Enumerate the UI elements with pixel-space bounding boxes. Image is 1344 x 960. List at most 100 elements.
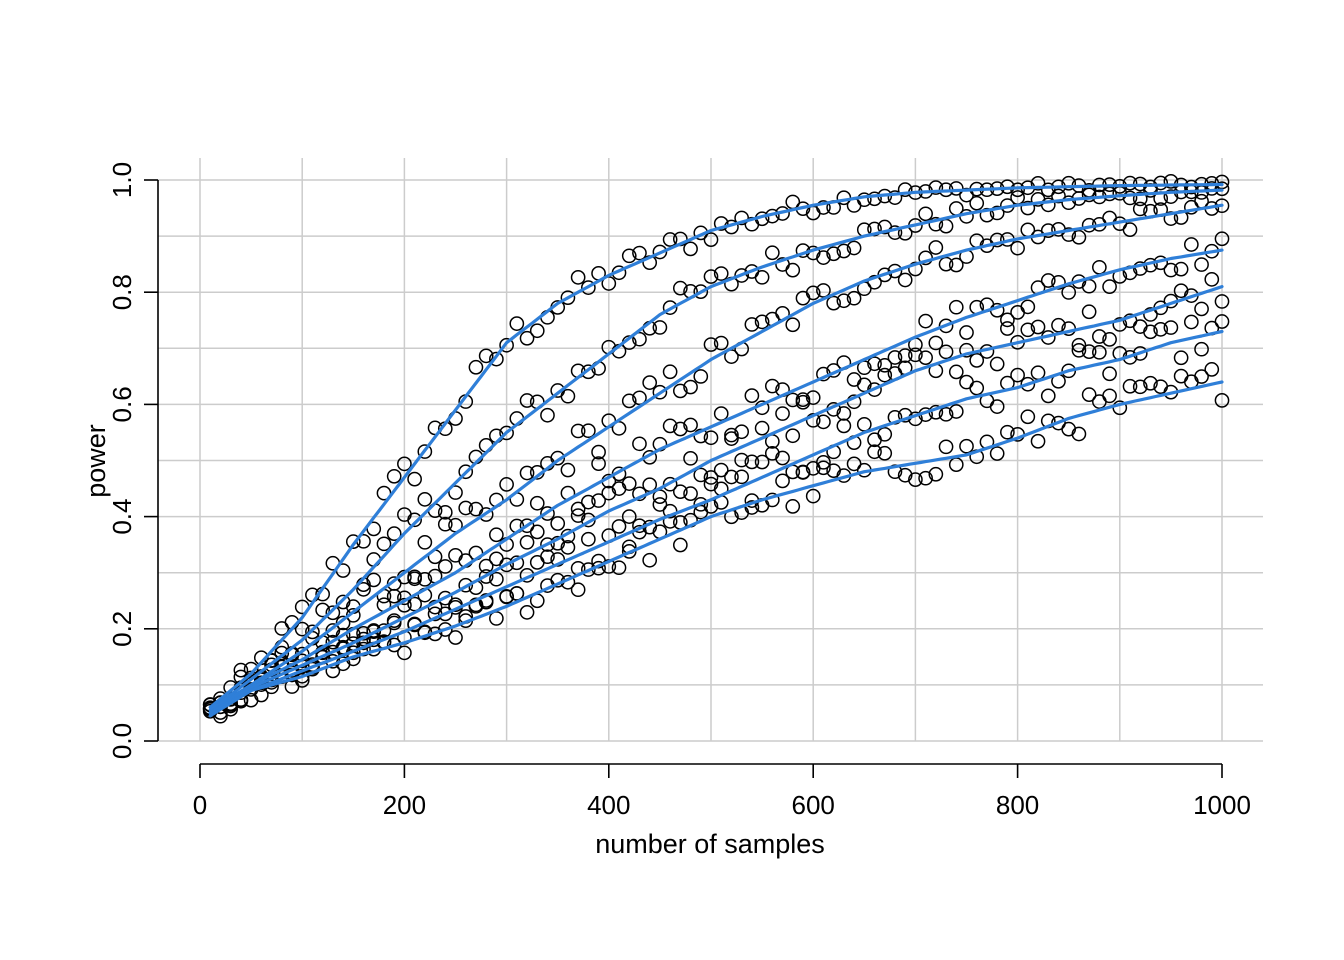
data-point xyxy=(560,539,576,555)
data-point xyxy=(1194,301,1209,317)
data-point xyxy=(969,353,985,368)
data-point xyxy=(662,476,678,492)
data-point xyxy=(918,313,933,329)
data-point xyxy=(1092,259,1107,275)
data-point xyxy=(959,325,974,340)
data-point xyxy=(764,378,780,394)
data-point xyxy=(1020,322,1036,338)
data-point xyxy=(1173,261,1189,277)
data-point xyxy=(540,506,555,521)
data-point xyxy=(591,444,606,460)
data-point xyxy=(979,207,995,223)
data-point xyxy=(407,512,422,528)
x-tick-label: 400 xyxy=(587,790,630,820)
data-point xyxy=(386,526,402,541)
fit-line-2 xyxy=(208,188,1224,712)
data-point xyxy=(1214,294,1230,309)
data-point xyxy=(887,225,903,240)
data-point xyxy=(478,593,494,608)
data-point xyxy=(1081,387,1097,402)
data-point xyxy=(1143,307,1158,322)
data-point xyxy=(1163,174,1179,189)
data-point xyxy=(529,323,545,339)
data-point xyxy=(683,486,698,501)
data-point xyxy=(989,205,1005,221)
data-point xyxy=(570,501,586,517)
data-point xyxy=(550,516,566,531)
data-point xyxy=(1071,342,1087,358)
data-point xyxy=(1204,362,1220,377)
data-point xyxy=(458,500,474,516)
data-point xyxy=(662,300,678,315)
data-point xyxy=(509,316,525,331)
data-point xyxy=(1132,201,1148,217)
data-point xyxy=(1132,191,1148,207)
data-point xyxy=(836,243,852,259)
data-point xyxy=(386,615,402,631)
data-point xyxy=(1020,200,1036,216)
data-point xyxy=(417,624,433,640)
data-point xyxy=(468,359,484,375)
data-point xyxy=(734,469,750,485)
data-point xyxy=(652,320,668,335)
data-point xyxy=(478,558,494,574)
data-point xyxy=(356,582,371,597)
x-tick-label: 0 xyxy=(193,790,207,820)
data-point xyxy=(877,445,893,461)
data-point xyxy=(621,248,637,264)
data-point xyxy=(519,534,535,550)
data-point xyxy=(703,269,719,284)
data-point xyxy=(1163,320,1179,335)
data-point xyxy=(529,495,545,511)
data-point xyxy=(540,407,555,423)
data-point xyxy=(775,450,790,466)
data-point xyxy=(693,284,709,299)
data-point xyxy=(1081,304,1097,320)
data-point xyxy=(816,283,831,298)
data-point xyxy=(693,428,709,444)
data-point xyxy=(877,426,893,442)
data-point xyxy=(826,246,841,262)
data-point xyxy=(509,586,525,601)
data-point xyxy=(478,507,494,522)
fit-line-4 xyxy=(208,248,1224,715)
data-point xyxy=(928,335,944,351)
fit-line-6 xyxy=(208,329,1224,715)
data-point xyxy=(918,206,933,222)
data-point xyxy=(1122,378,1138,394)
data-point xyxy=(662,503,678,519)
data-point xyxy=(713,335,729,351)
data-point xyxy=(499,557,514,573)
data-point xyxy=(713,462,729,478)
data-point xyxy=(437,504,453,520)
data-point xyxy=(877,357,893,373)
data-point xyxy=(836,406,852,421)
data-point xyxy=(928,466,944,482)
y-axis-title: power xyxy=(81,424,111,498)
data-point xyxy=(294,621,310,637)
data-point xyxy=(744,454,760,470)
data-point xyxy=(519,604,535,620)
data-point xyxy=(897,272,913,288)
data-point xyxy=(376,536,392,552)
data-point xyxy=(1092,394,1107,409)
data-point xyxy=(948,257,964,273)
y-tick-label: 0.0 xyxy=(107,723,137,759)
data-point xyxy=(499,337,514,353)
data-point xyxy=(959,438,974,454)
data-point xyxy=(734,424,750,440)
data-point xyxy=(642,552,658,568)
y-tick-label: 0.6 xyxy=(107,386,137,422)
data-point xyxy=(887,350,903,365)
data-point xyxy=(713,406,729,421)
data-point xyxy=(754,314,770,330)
data-point xyxy=(1061,421,1077,437)
data-point xyxy=(581,364,596,380)
data-point xyxy=(867,382,882,397)
data-point xyxy=(1061,227,1077,242)
data-point xyxy=(795,290,811,306)
data-point xyxy=(662,418,678,434)
y-tick-label: 0.2 xyxy=(107,611,137,647)
data-point xyxy=(836,418,852,434)
